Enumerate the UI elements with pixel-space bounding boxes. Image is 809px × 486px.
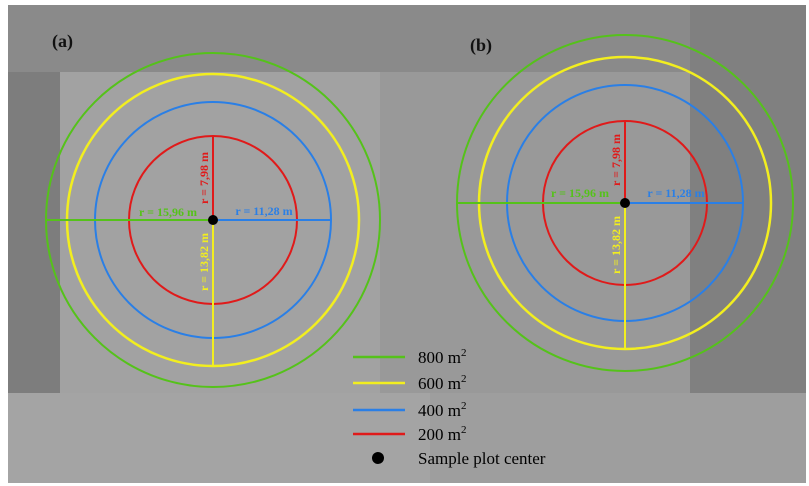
radius-label-800: r = 15,96 m: [551, 186, 609, 200]
legend-label-400: 400 m2: [418, 400, 466, 420]
radius-label-200: r = 7,98 m: [609, 134, 623, 186]
radius-label-400: r = 11,28 m: [235, 204, 292, 218]
panel-label: (a): [52, 31, 73, 52]
radius-label-600: r = 13,82 m: [197, 233, 211, 291]
panel-a: r = 15,96 m r = 11,28 m r = 13,82 m r = …: [45, 31, 381, 388]
legend-label-center: Sample plot center: [418, 449, 546, 468]
radius-label-200: r = 7,98 m: [197, 152, 211, 204]
radius-label-400: r = 11,28 m: [647, 186, 704, 200]
legend-label-800: 800 m2: [418, 347, 466, 367]
radius-label-800: r = 15,96 m: [139, 205, 197, 219]
radius-label-600: r = 13,82 m: [609, 216, 623, 274]
legend: 800 m2 600 m2 400 m2 200 m2 Sample plot …: [353, 347, 546, 468]
legend-label-600: 600 m2: [418, 373, 466, 393]
panel-label: (b): [470, 35, 492, 56]
legend-center-marker: [372, 452, 384, 464]
legend-label-200: 200 m2: [418, 424, 466, 444]
sample-plot-center-marker: [208, 215, 218, 225]
panel-b: r = 15,96 m r = 11,28 m r = 13,82 m r = …: [456, 34, 794, 372]
sample-plot-center-marker: [620, 198, 630, 208]
